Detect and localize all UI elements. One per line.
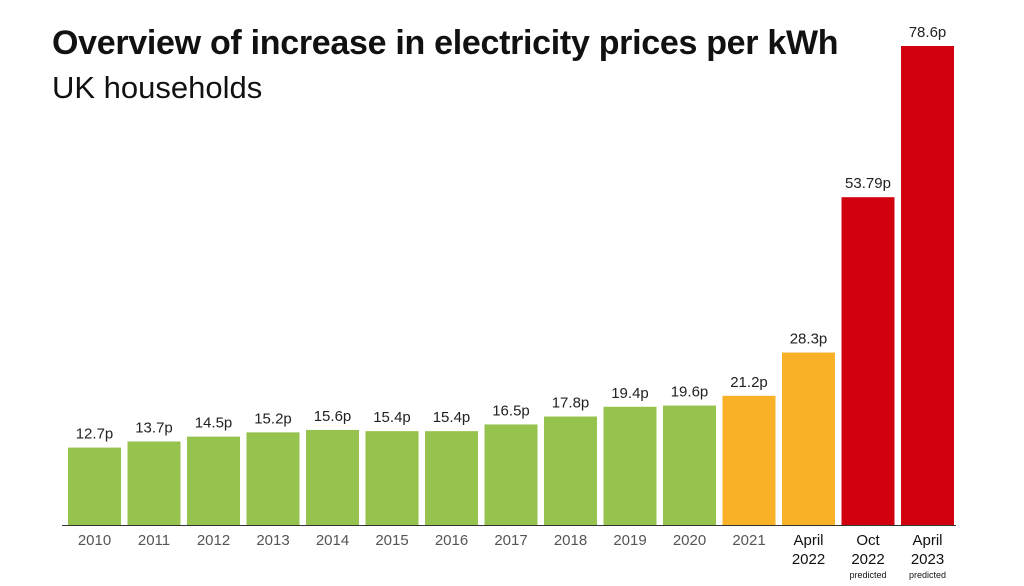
bar [722, 395, 776, 525]
bar [544, 416, 597, 525]
x-tick-label: 2021 [732, 532, 765, 549]
bar-value-label: 19.4p [611, 385, 649, 402]
x-tick-note: predicted [909, 570, 946, 580]
x-tick-label: April [793, 532, 823, 549]
bar-value-label: 15.4p [433, 409, 471, 426]
chart-subtitle: UK households [52, 70, 263, 105]
x-tick-label: April [912, 532, 942, 549]
x-tick-label: 2012 [197, 532, 230, 549]
x-tick-label: 2017 [494, 532, 527, 549]
bar [901, 46, 954, 525]
bar [425, 431, 478, 525]
x-tick-label: 2022 [792, 551, 825, 568]
bar-value-label: 28.3p [790, 331, 828, 348]
bar [306, 429, 359, 525]
bar [246, 432, 300, 525]
bar [603, 406, 657, 525]
bar [365, 431, 419, 525]
x-tick-label: 2014 [316, 532, 349, 549]
bar-value-label: 14.5p [195, 415, 233, 432]
bar-value-label: 15.2p [254, 410, 292, 427]
bar-value-label: 19.6p [671, 384, 709, 401]
x-tick-label: 2022 [851, 551, 884, 568]
bar [68, 447, 121, 525]
x-tick-label: 2019 [613, 532, 646, 549]
bar-value-label: 78.6p [909, 24, 947, 41]
bar [663, 405, 716, 525]
bar-value-label: 12.7p [76, 426, 114, 443]
bar [484, 424, 538, 525]
x-tick-label: 2023 [911, 551, 944, 568]
bar-value-label: 17.8p [552, 395, 590, 412]
bar-value-label: 15.6p [314, 408, 352, 425]
bar-value-label: 53.79p [845, 175, 891, 192]
x-tick-label: Oct [856, 532, 880, 549]
bar-value-label: 15.4p [373, 409, 411, 426]
bar-value-label: 13.7p [135, 420, 173, 437]
bar-value-label: 16.5p [492, 402, 530, 419]
bar [187, 436, 240, 525]
bar-value-label: 21.2p [730, 374, 768, 391]
x-tick-label: 2020 [673, 532, 706, 549]
bar [782, 352, 835, 525]
bar [841, 197, 895, 525]
x-tick-label: 2018 [554, 532, 587, 549]
x-tick-label: 2016 [435, 532, 468, 549]
x-tick-label: 2013 [256, 532, 289, 549]
x-tick-label: 2010 [78, 532, 111, 549]
chart-title: Overview of increase in electricity pric… [52, 24, 839, 62]
x-tick-note: predicted [849, 570, 886, 580]
bar [127, 441, 181, 525]
x-tick-label: 2011 [138, 532, 170, 549]
x-tick-label: 2015 [375, 532, 408, 549]
